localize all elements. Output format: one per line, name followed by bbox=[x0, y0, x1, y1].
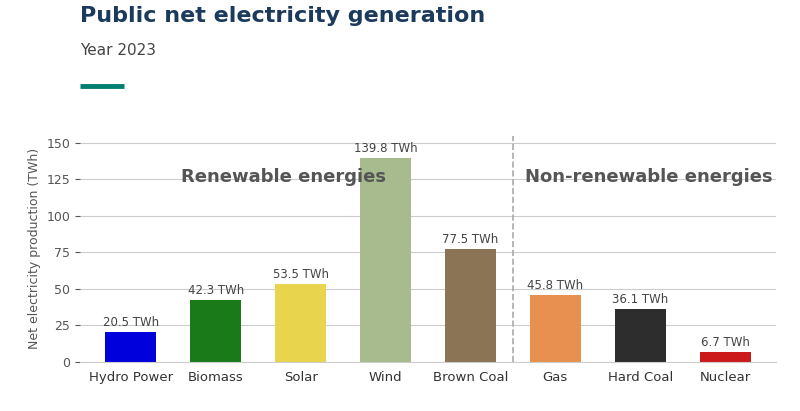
Bar bbox=[360, 158, 411, 362]
Text: 53.5 TWh: 53.5 TWh bbox=[273, 268, 329, 281]
Text: Year 2023: Year 2023 bbox=[80, 43, 156, 58]
Text: Non-renewable energies: Non-renewable energies bbox=[525, 168, 773, 186]
Text: 77.5 TWh: 77.5 TWh bbox=[442, 233, 498, 246]
Bar bbox=[275, 284, 326, 362]
Bar bbox=[106, 332, 156, 362]
Text: Renewable energies: Renewable energies bbox=[182, 168, 386, 186]
Text: 139.8 TWh: 139.8 TWh bbox=[354, 142, 418, 155]
Text: Public net electricity generation: Public net electricity generation bbox=[80, 6, 486, 26]
Bar bbox=[445, 249, 496, 362]
Text: 6.7 TWh: 6.7 TWh bbox=[701, 336, 750, 349]
Text: 42.3 TWh: 42.3 TWh bbox=[188, 284, 244, 298]
Text: 36.1 TWh: 36.1 TWh bbox=[612, 293, 668, 307]
Text: 20.5 TWh: 20.5 TWh bbox=[103, 316, 159, 329]
Text: 45.8 TWh: 45.8 TWh bbox=[527, 279, 583, 292]
Bar bbox=[190, 300, 242, 362]
Y-axis label: Net electricity production (TWh): Net electricity production (TWh) bbox=[28, 148, 41, 349]
Bar bbox=[614, 309, 666, 362]
Bar bbox=[530, 295, 581, 362]
Bar bbox=[700, 352, 750, 362]
